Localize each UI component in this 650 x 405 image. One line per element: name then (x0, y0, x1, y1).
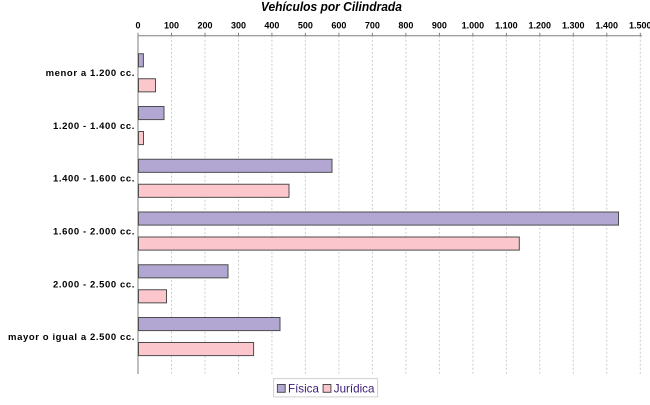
svg-text:1.600 - 2.000 cc.: 1.600 - 2.000 cc. (53, 227, 135, 238)
svg-text:1.100: 1.100 (495, 21, 518, 31)
svg-text:300: 300 (231, 21, 246, 31)
svg-text:1.400: 1.400 (596, 21, 619, 31)
svg-text:800: 800 (398, 21, 413, 31)
svg-text:500: 500 (298, 21, 313, 31)
svg-text:1.300: 1.300 (562, 21, 585, 31)
svg-text:1.500: 1.500 (629, 21, 650, 31)
svg-text:Física: Física (288, 382, 319, 395)
svg-text:200: 200 (197, 21, 212, 31)
svg-text:1.200 - 1.400 cc.: 1.200 - 1.400 cc. (53, 121, 135, 132)
svg-text:900: 900 (432, 21, 447, 31)
svg-text:1.000: 1.000 (462, 21, 485, 31)
svg-text:1.400 - 1.600 cc.: 1.400 - 1.600 cc. (53, 174, 135, 185)
svg-text:Vehículos por Cilindrada: Vehículos por Cilindrada (261, 0, 402, 14)
svg-text:Jurídica: Jurídica (334, 382, 375, 395)
svg-text:400: 400 (264, 21, 279, 31)
svg-text:100: 100 (164, 21, 179, 31)
svg-text:600: 600 (331, 21, 346, 31)
svg-text:700: 700 (365, 21, 380, 31)
svg-text:1.200: 1.200 (529, 21, 552, 31)
svg-text:menor a 1.200 cc.: menor a 1.200 cc. (46, 68, 135, 79)
svg-text:mayor o igual a 2.500 cc.: mayor o igual a 2.500 cc. (8, 332, 135, 343)
svg-text:2.000 - 2.500 cc.: 2.000 - 2.500 cc. (53, 279, 135, 290)
svg-text:0: 0 (135, 21, 140, 31)
